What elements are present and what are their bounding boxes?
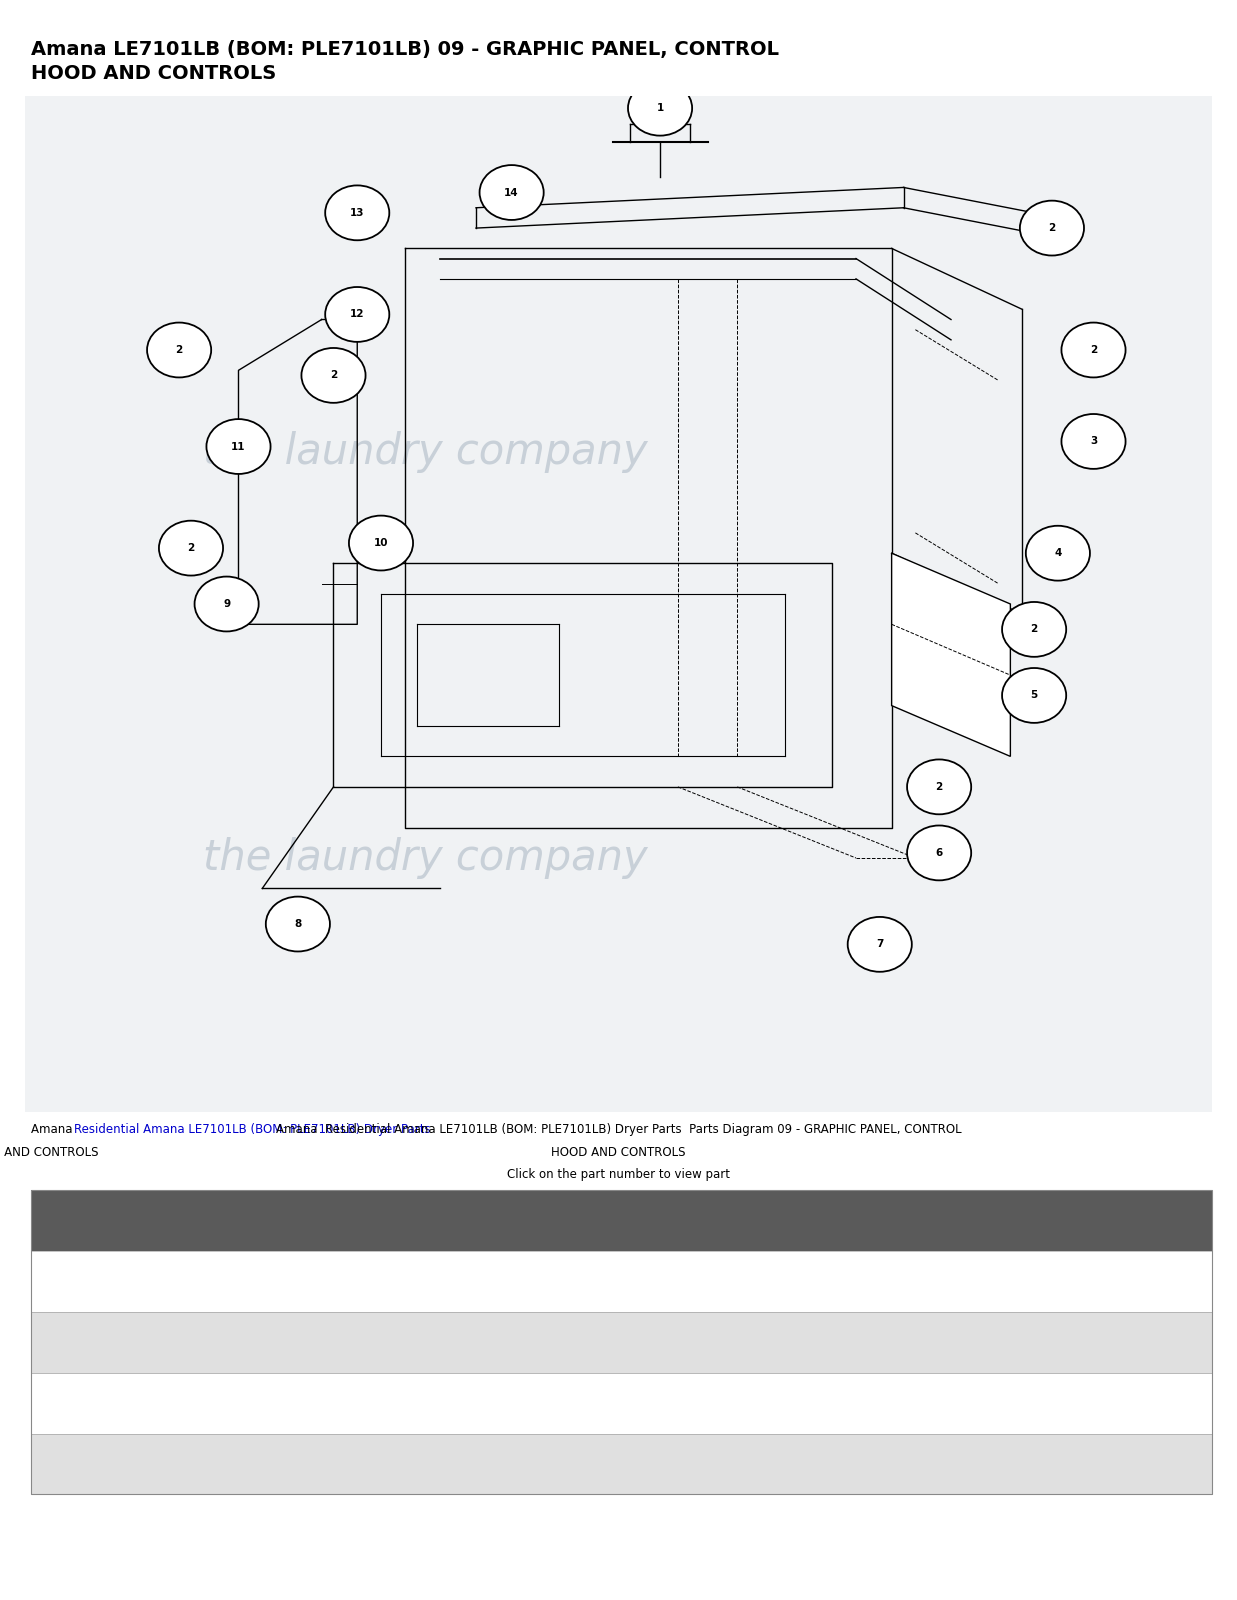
- Text: Amana: Amana: [31, 1123, 77, 1136]
- Text: Not Available: Not Available: [476, 1347, 559, 1360]
- Text: 12: 12: [350, 309, 365, 320]
- Text: Amana LE7101LB (BOM: PLE7101LB) 09 - GRAPHIC PANEL, CONTROL: Amana LE7101LB (BOM: PLE7101LB) 09 - GRA…: [31, 40, 779, 59]
- Text: 2: 2: [64, 1286, 72, 1299]
- Text: 4: 4: [1054, 549, 1061, 558]
- Text: Screw, 8A X 3/8 HeX Washer
Head Tapping: Screw, 8A X 3/8 HeX Washer Head Tapping: [643, 1270, 823, 1299]
- Text: 500085P: 500085P: [156, 1408, 210, 1421]
- Text: (ADD LETTER L-L, W-W TO
PART N: (ADD LETTER L-L, W-W TO PART N: [643, 1392, 807, 1421]
- Circle shape: [628, 80, 693, 136]
- Text: 10: 10: [61, 1469, 75, 1482]
- Text: Not Available: Not Available: [476, 1469, 559, 1482]
- Text: the laundry company: the laundry company: [203, 837, 647, 878]
- Text: 2: 2: [935, 782, 943, 792]
- Text: 2: 2: [330, 371, 338, 381]
- Text: HOOD AND CONTROLS: HOOD AND CONTROLS: [31, 64, 276, 83]
- Text: 7: 7: [876, 939, 883, 949]
- Text: 13: 13: [350, 208, 365, 218]
- Text: HOOD AND CONTROLS: HOOD AND CONTROLS: [0, 1146, 98, 1158]
- Circle shape: [158, 520, 223, 576]
- Polygon shape: [892, 554, 1011, 757]
- Text: STICKER,DISCONNECT
POW: STICKER,DISCONNECT POW: [643, 1453, 783, 1482]
- Text: 24903: 24903: [163, 1469, 203, 1482]
- Circle shape: [147, 323, 212, 378]
- Text: 90767: 90767: [340, 1286, 380, 1299]
- Text: Replaced By: Replaced By: [340, 1221, 422, 1234]
- Circle shape: [480, 165, 544, 219]
- Text: 6: 6: [64, 1347, 72, 1360]
- Text: 7: 7: [64, 1408, 72, 1421]
- Text: 2: 2: [1090, 346, 1097, 355]
- Text: Part Description: Part Description: [643, 1221, 751, 1234]
- Text: 3: 3: [1090, 437, 1097, 446]
- Circle shape: [1019, 200, 1084, 256]
- Circle shape: [207, 419, 271, 474]
- Text: 5: 5: [1030, 691, 1038, 701]
- Text: 6: 6: [935, 848, 943, 858]
- Text: 11: 11: [231, 442, 246, 451]
- Circle shape: [302, 347, 366, 403]
- Circle shape: [266, 896, 330, 952]
- Circle shape: [847, 917, 912, 971]
- Text: the laundry company: the laundry company: [203, 430, 647, 472]
- Text: Original Part Number: Original Part Number: [183, 1221, 324, 1234]
- Circle shape: [325, 186, 390, 240]
- FancyBboxPatch shape: [25, 96, 1212, 1112]
- Text: HOOD AND CONTROLS: HOOD AND CONTROLS: [552, 1146, 685, 1158]
- Text: 2: 2: [1048, 222, 1055, 234]
- Text: PANEL,BACK(HOME HOOD): PANEL,BACK(HOME HOOD): [643, 1347, 811, 1360]
- Text: 2: 2: [1030, 624, 1038, 634]
- Circle shape: [1061, 414, 1126, 469]
- Circle shape: [325, 286, 390, 342]
- Text: 9: 9: [223, 598, 230, 610]
- Text: 501086: 501086: [160, 1286, 207, 1299]
- Text: Residential Amana LE7101LB (BOM: PLE7101LB) Dryer Parts: Residential Amana LE7101LB (BOM: PLE7101…: [74, 1123, 430, 1136]
- Circle shape: [1002, 602, 1066, 658]
- Circle shape: [1025, 526, 1090, 581]
- Circle shape: [349, 515, 413, 571]
- Text: 2: 2: [187, 542, 194, 554]
- Text: 500343: 500343: [160, 1347, 207, 1360]
- Text: 2: 2: [176, 346, 183, 355]
- Circle shape: [1002, 669, 1066, 723]
- Text: 8: 8: [294, 918, 302, 930]
- Circle shape: [1061, 323, 1126, 378]
- Circle shape: [907, 826, 971, 880]
- Text: 1: 1: [657, 102, 664, 114]
- Text: Amana  Residential Amana LE7101LB (BOM: PLE7101LB) Dryer Parts  Parts Diagram 09: Amana Residential Amana LE7101LB (BOM: P…: [276, 1123, 961, 1136]
- Circle shape: [907, 760, 971, 814]
- Text: 14: 14: [505, 187, 520, 197]
- Circle shape: [194, 576, 259, 632]
- Text: Not Available: Not Available: [476, 1408, 559, 1421]
- Text: Item: Item: [53, 1221, 83, 1234]
- Text: 10: 10: [374, 538, 388, 549]
- Text: Status: Status: [476, 1221, 520, 1234]
- Text: Click on the part number to view part: Click on the part number to view part: [507, 1168, 730, 1181]
